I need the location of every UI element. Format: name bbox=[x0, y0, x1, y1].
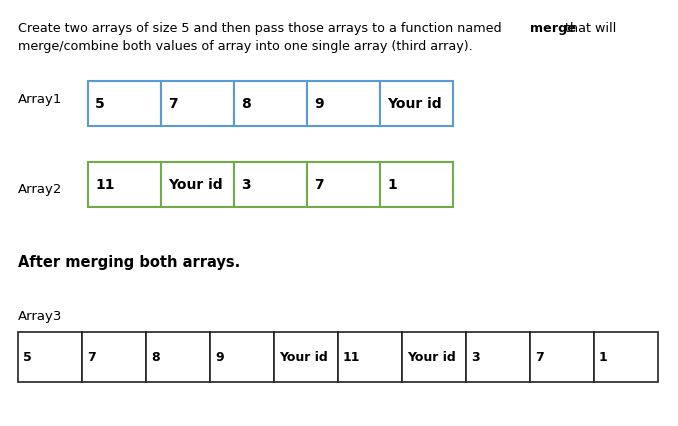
Text: 9: 9 bbox=[215, 351, 224, 364]
Text: Your id: Your id bbox=[168, 178, 222, 192]
Text: 3: 3 bbox=[241, 178, 251, 192]
Text: 1: 1 bbox=[599, 351, 607, 364]
Bar bbox=[18, 332, 82, 382]
Text: merge: merge bbox=[530, 22, 576, 35]
Text: Your id: Your id bbox=[407, 351, 456, 364]
Text: Array1: Array1 bbox=[18, 92, 62, 105]
Bar bbox=[146, 332, 210, 382]
Text: 8: 8 bbox=[151, 351, 159, 364]
Bar bbox=[161, 82, 234, 127]
Bar bbox=[234, 82, 307, 127]
Text: After merging both arrays.: After merging both arrays. bbox=[18, 254, 240, 269]
Bar bbox=[380, 82, 453, 127]
Text: Your id: Your id bbox=[279, 351, 327, 364]
Bar bbox=[234, 163, 307, 207]
Bar bbox=[402, 332, 466, 382]
Text: Array2: Array2 bbox=[18, 183, 62, 196]
Bar bbox=[338, 332, 402, 382]
Text: that will: that will bbox=[561, 22, 616, 35]
Bar bbox=[530, 332, 594, 382]
Text: 11: 11 bbox=[343, 351, 361, 364]
Bar bbox=[210, 332, 274, 382]
Bar bbox=[380, 163, 453, 207]
Text: 11: 11 bbox=[95, 178, 115, 192]
Bar bbox=[82, 332, 146, 382]
Bar bbox=[307, 163, 380, 207]
Text: merge/combine both values of array into one single array (third array).: merge/combine both values of array into … bbox=[18, 40, 473, 53]
Text: 7: 7 bbox=[314, 178, 323, 192]
Text: 7: 7 bbox=[168, 97, 178, 111]
Text: 9: 9 bbox=[314, 97, 323, 111]
Text: 5: 5 bbox=[95, 97, 104, 111]
Bar bbox=[307, 82, 380, 127]
Bar bbox=[594, 332, 658, 382]
Bar bbox=[88, 82, 161, 127]
Text: Your id: Your id bbox=[387, 97, 441, 111]
Text: 1: 1 bbox=[387, 178, 397, 192]
Bar bbox=[274, 332, 338, 382]
Text: 8: 8 bbox=[241, 97, 251, 111]
Bar bbox=[161, 163, 234, 207]
Bar bbox=[88, 163, 161, 207]
Bar bbox=[466, 332, 530, 382]
Text: Create two arrays of size 5 and then pass those arrays to a function named: Create two arrays of size 5 and then pas… bbox=[18, 22, 506, 35]
Text: 7: 7 bbox=[87, 351, 96, 364]
Text: 5: 5 bbox=[23, 351, 32, 364]
Text: Array3: Array3 bbox=[18, 309, 62, 322]
Text: 7: 7 bbox=[535, 351, 544, 364]
Text: 3: 3 bbox=[471, 351, 479, 364]
